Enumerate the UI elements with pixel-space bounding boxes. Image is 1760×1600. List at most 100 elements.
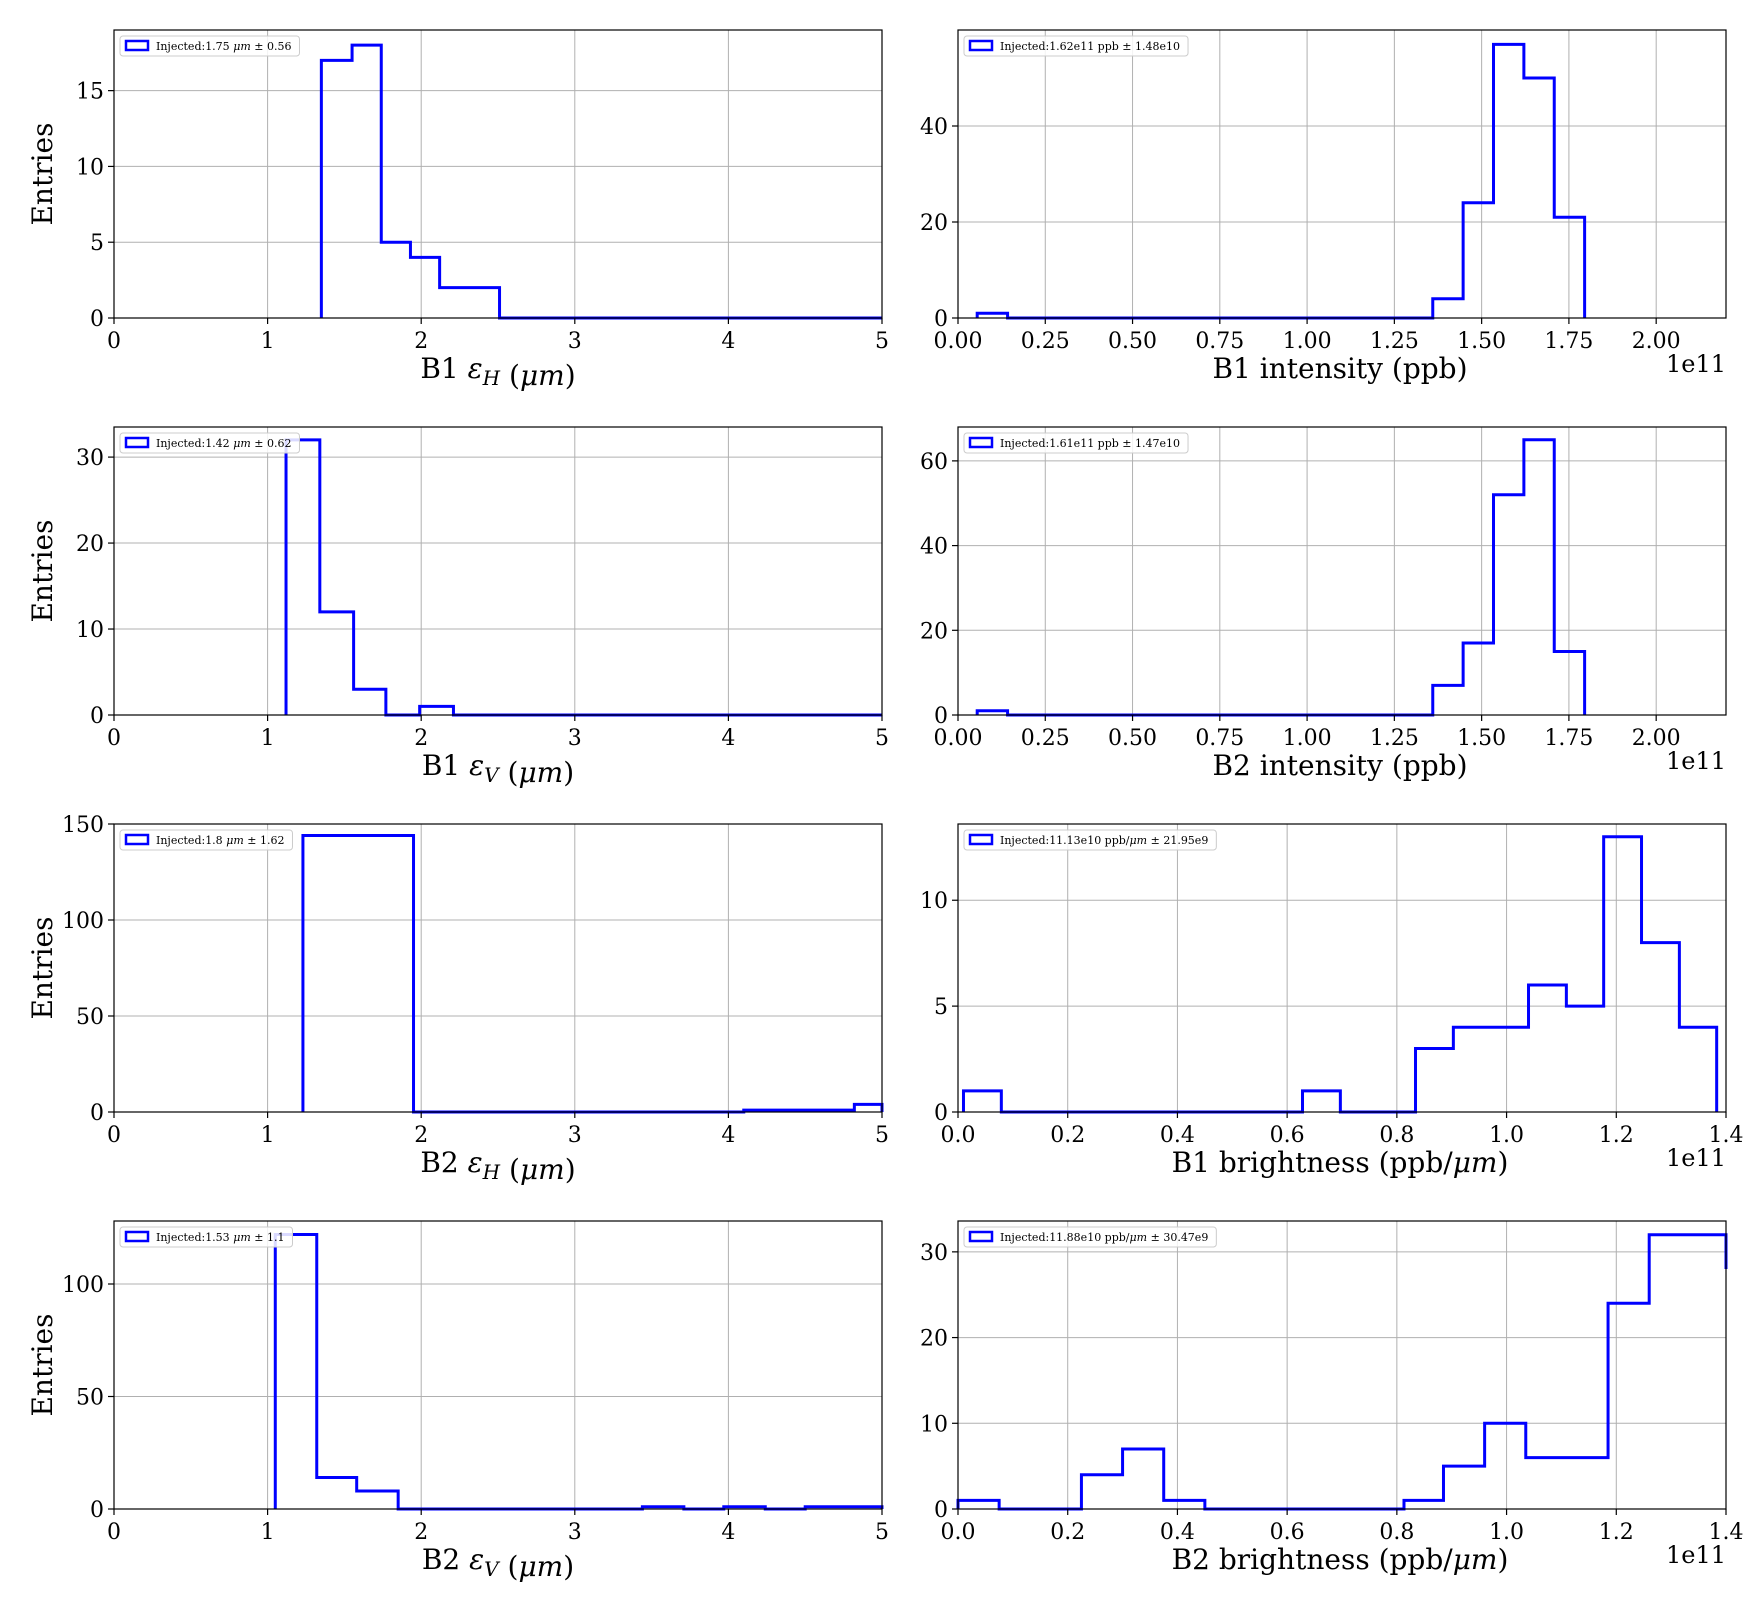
- x-tick-label: 1.4: [1709, 1123, 1744, 1148]
- legend-swatch: [124, 436, 150, 449]
- x-tick-label: 1.00: [1283, 329, 1332, 354]
- legend-box: [119, 432, 300, 454]
- x-tick-label: 0.75: [1195, 726, 1244, 751]
- x-axis-label: B2 brightness (ppb/μm): [1172, 1543, 1509, 1576]
- y-tick-label: 0: [934, 1498, 948, 1523]
- y-axis-label: Entries: [26, 916, 59, 1019]
- y-tick-label: 0: [90, 1101, 104, 1126]
- x-tick-label: 0.50: [1108, 726, 1157, 751]
- y-tick-label: 0: [934, 1101, 948, 1126]
- x-tick-label: 4: [721, 1123, 735, 1148]
- x-tick-label: 0.8: [1379, 1123, 1414, 1148]
- x-tick-label: 5: [875, 1123, 889, 1148]
- x-axis-label: B1 brightness (ppb/μm): [1172, 1146, 1509, 1179]
- x-tick-label: 3: [568, 329, 582, 354]
- legend: Injected:1.75 μm ± 0.56: [119, 35, 300, 57]
- axes-frame: [113, 29, 883, 319]
- x-tick-label: 0.6: [1270, 1520, 1305, 1545]
- y-tick-label: 60: [920, 450, 948, 475]
- legend-label: Injected:1.42 μm ± 0.62: [156, 437, 291, 450]
- axes-frame: [957, 1220, 1727, 1510]
- histogram-series: [961, 835, 1719, 1114]
- x-tick-label: 1.00: [1283, 726, 1332, 751]
- x-tick-label: 0.2: [1050, 1520, 1085, 1545]
- axes-frame: [957, 823, 1727, 1113]
- y-tick-label: 30: [920, 1241, 948, 1266]
- legend-box: [963, 1226, 1217, 1248]
- y-tick-label: 10: [920, 1412, 948, 1437]
- axes-frame: [113, 823, 883, 1113]
- x-tick-label: 5: [875, 329, 889, 354]
- x-tick-label: 0.4: [1160, 1520, 1195, 1545]
- legend: Injected:1.61e11 ppb ± 1.47e10: [963, 432, 1189, 454]
- y-tick-label: 20: [920, 619, 948, 644]
- histogram-series: [975, 438, 1587, 717]
- x-tick-label: 4: [721, 329, 735, 354]
- legend-label: Injected:11.13e10 ppb/μm ± 21.95e9: [1000, 834, 1208, 847]
- x-tick-label: 1.50: [1457, 726, 1506, 751]
- y-axis-label: Entries: [26, 519, 59, 622]
- x-axis-label: B1 intensity (ppb): [1212, 352, 1467, 385]
- y-axis-label: Entries: [26, 1313, 59, 1416]
- x-tick-label: 1.0: [1489, 1520, 1524, 1545]
- histogram-series: [975, 42, 1587, 320]
- x-tick-label: 1.75: [1544, 726, 1593, 751]
- y-tick-label: 150: [62, 813, 104, 838]
- axis-offset-text: 1e11: [1666, 747, 1726, 775]
- x-tick-label: 1.25: [1370, 329, 1419, 354]
- x-tick-label: 0: [107, 1123, 121, 1148]
- axes-frame: [957, 29, 1727, 319]
- axis-offset-text: 1e11: [1666, 350, 1726, 378]
- y-tick-label: 5: [90, 231, 104, 256]
- x-tick-label: 2: [414, 726, 428, 751]
- legend-label: Injected:1.61e11 ppb ± 1.47e10: [1000, 437, 1180, 450]
- x-tick-label: 0: [107, 329, 121, 354]
- y-tick-label: 10: [76, 155, 104, 180]
- x-tick-label: 0: [107, 1520, 121, 1545]
- x-tick-label: 1.25: [1370, 726, 1419, 751]
- y-tick-label: 15: [76, 80, 104, 105]
- legend-swatch: [968, 436, 994, 449]
- legend-box: [963, 432, 1189, 454]
- legend-label: Injected:1.62e11 ppb ± 1.48e10: [1000, 40, 1180, 53]
- x-tick-label: 2: [414, 1520, 428, 1545]
- legend-swatch: [124, 833, 150, 846]
- legend: Injected:11.88e10 ppb/μm ± 30.47e9: [963, 1226, 1217, 1248]
- y-tick-label: 50: [76, 1386, 104, 1411]
- y-tick-label: 100: [62, 909, 104, 934]
- x-tick-label: 1: [261, 1520, 275, 1545]
- x-tick-label: 1.75: [1544, 329, 1593, 354]
- y-tick-label: 0: [934, 307, 948, 332]
- histogram-series: [956, 1233, 1728, 1511]
- legend: Injected:11.13e10 ppb/μm ± 21.95e9: [963, 829, 1217, 851]
- axes-frame: [113, 426, 883, 716]
- legend-box: [119, 35, 300, 57]
- x-tick-label: 2.00: [1632, 329, 1681, 354]
- legend-swatch: [968, 39, 994, 52]
- x-tick-label: 1.0: [1489, 1123, 1524, 1148]
- x-tick-label: 2: [414, 1123, 428, 1148]
- legend-swatch: [968, 833, 994, 846]
- legend-label: Injected:1.53 μm ± 1.1: [156, 1231, 285, 1244]
- y-tick-label: 30: [76, 446, 104, 471]
- x-tick-label: 0.00: [934, 329, 983, 354]
- histogram-panel: 0 1 2 3 4 5 0 10 20 30 B1 εV (μm) Entries Injected:1…: [26, 426, 889, 789]
- y-tick-label: 100: [62, 1273, 104, 1298]
- x-axis-label: B2 εV (μm): [422, 1543, 574, 1583]
- legend: Injected:1.8 μm ± 1.62: [119, 829, 293, 851]
- axes-frame: [957, 426, 1727, 716]
- y-tick-label: 20: [76, 532, 104, 557]
- y-tick-label: 0: [90, 1498, 104, 1523]
- x-tick-label: 1: [261, 1123, 275, 1148]
- y-tick-label: 40: [920, 115, 948, 140]
- x-tick-label: 1.2: [1599, 1520, 1634, 1545]
- x-tick-label: 1: [261, 329, 275, 354]
- x-axis-label: B2 intensity (ppb): [1212, 749, 1467, 782]
- legend-swatch: [968, 1230, 994, 1243]
- histogram-panel: 0 1 2 3 4 5 0 5 10 15 B1 εH (μm) Entries Injected:1.…: [26, 29, 889, 392]
- x-tick-label: 4: [721, 726, 735, 751]
- axes-frame: [113, 1220, 883, 1510]
- x-tick-label: 5: [875, 1520, 889, 1545]
- legend-box: [119, 829, 293, 851]
- x-tick-label: 4: [721, 1520, 735, 1545]
